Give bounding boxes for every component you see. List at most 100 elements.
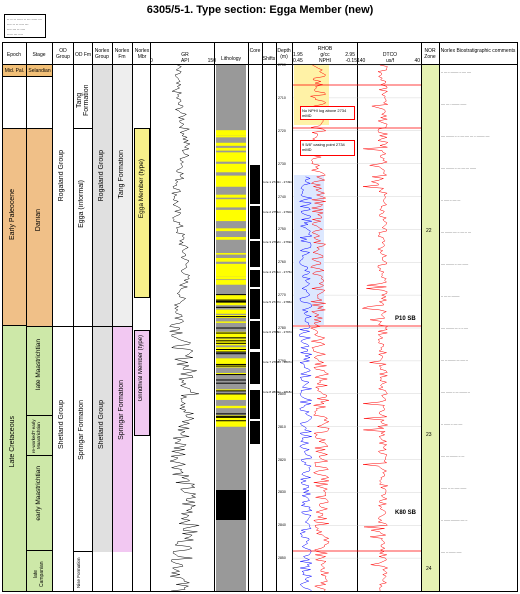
depth-label: 2780 (278, 326, 286, 330)
lithology-sand-bed (216, 281, 246, 283)
gr-curve (169, 64, 200, 592)
header-rhob-max: 2.95 (345, 52, 355, 58)
header-gr-max: 150 (207, 58, 216, 64)
lithology-dark-bed (216, 379, 246, 381)
lithology-sand-bed (216, 214, 246, 219)
lithology-sand-bed (216, 180, 246, 187)
core-interval (250, 206, 260, 239)
lithology-sand-bed (216, 264, 246, 270)
depth-label: 2750 (278, 227, 286, 232)
core-label: Core 4 2771m - 2776m (262, 270, 293, 274)
lithology-dark-bed (216, 415, 246, 417)
lithology-sand-bed (216, 216, 246, 222)
lithology-sand-bed (216, 415, 246, 421)
lithology-sand-bed (216, 424, 246, 427)
header-dtco-min: 140 (357, 58, 366, 64)
lithology-sand-bed (216, 301, 246, 306)
col-divider (52, 42, 53, 592)
lithology-dark-bed (216, 363, 246, 365)
lithology-dark-bed (216, 301, 246, 303)
lithology-sand-bed (216, 152, 246, 159)
boundary (74, 551, 92, 552)
lithology-sand-bed (216, 142, 246, 146)
stage-early-maastrichtian: early Maastrichtian (27, 456, 52, 551)
header-nphi-min: 0.45 (293, 58, 303, 64)
header-rhob: RHOB (317, 46, 333, 52)
col-divider (262, 42, 263, 592)
lithology-dark-bed (216, 382, 246, 384)
biostrat-comment: ---- --- - -------- ------ (441, 102, 467, 106)
header-rhob-unit: g/cc (320, 52, 330, 58)
core-interval (250, 321, 260, 349)
page-title: 6305/5-1. Type section: Egga Member (new… (146, 4, 374, 16)
core-label: Core 7 2799m - 2807m (262, 360, 293, 364)
lithology-dark-bed (216, 300, 246, 302)
biostrat-comment: ---- -------- -- --- ---- --- ------ (441, 166, 476, 170)
core-label: Core 2 2751m - 2760m (262, 210, 293, 214)
stage-selandian: Selandian (27, 65, 52, 77)
col-divider (276, 42, 277, 592)
header-norlex-mbr: Norlex Mbr (134, 48, 150, 60)
zone-22: 22 (426, 228, 432, 234)
boundary (74, 128, 92, 129)
depth-label: 2720 (278, 128, 286, 133)
lithology-sand-bed (216, 405, 246, 409)
nphi-note-text: No NPHI log above 2734 mMD (302, 108, 347, 118)
col-divider (132, 42, 133, 592)
lithology-sand-bed (216, 358, 246, 360)
col-divider (73, 42, 74, 592)
core-interval (250, 270, 260, 287)
lithology-sand-bed (216, 273, 246, 277)
biostrat-comment: -- ----- -- ---- --- (441, 198, 461, 202)
core-interval (250, 165, 260, 204)
header-od-group: OD Group (56, 48, 70, 60)
core-interval (250, 289, 260, 319)
header-depth: Depth (m) (277, 48, 291, 60)
lithology-dark-bed (216, 306, 246, 308)
lithology-sand-bed (216, 389, 246, 392)
legend-line: -- -- -- ----- -- --- ----- --- (7, 17, 42, 21)
biostrat-comment: -- --- -- -------- -- ---- ---- (441, 70, 471, 74)
header-divider (2, 64, 518, 65)
header-gr-unit: API (180, 58, 190, 64)
lithology-sand-bed (216, 175, 246, 181)
lithology-sand-bed (216, 135, 246, 138)
lithology-sand-bed (216, 419, 246, 425)
lithology-dark-bed (216, 294, 246, 296)
depth-label: 2770 (278, 293, 286, 298)
norlex-group-bar (93, 65, 112, 552)
epoch-late-cretaceous: Late Cretaceous (3, 326, 26, 591)
lithology-sand-bed (216, 276, 246, 280)
lithology-sand-bed (216, 257, 246, 262)
col-divider (150, 42, 151, 592)
biostrat-comment: ---- -------- -- ---- ------ (441, 262, 469, 266)
core-label: Core 6 2788m - 2797m (262, 330, 293, 334)
lithology-sand-bed (216, 201, 246, 208)
stage-danian: Danian (27, 128, 52, 326)
boundary (74, 326, 92, 327)
lithology-sand-bed (216, 331, 246, 334)
casing-note-text: 9 5/8" casing point 2734 mMD (302, 142, 345, 152)
lithology-sand-bed (216, 179, 246, 181)
epoch-mid-paleocene-label: Mid. Pal. (4, 68, 25, 74)
lithology-dark-bed (216, 342, 246, 344)
sb-k80: K80 SB (394, 510, 418, 516)
header-lithology: Lithology (220, 56, 241, 62)
core-interval (250, 352, 260, 384)
col-divider (357, 42, 358, 592)
lithology-sand-bed (216, 394, 246, 400)
depth-label: 2840 (278, 523, 286, 528)
lithology-sand-bed (216, 359, 246, 364)
lithology-dark-bed (216, 337, 246, 339)
depth-label: 2790 (278, 358, 286, 363)
header-nor-zone: NOR Zone (424, 48, 436, 60)
header-od-fm: OD Fm (74, 52, 92, 58)
lithology-dark-bed (216, 413, 246, 415)
lithology-dark-bed (216, 316, 246, 318)
lithology-sand-bed (216, 282, 246, 285)
lithology-dark-bed (216, 416, 246, 418)
lithology-dark-bed (216, 340, 246, 342)
nphi-note: No NPHI log above 2734 mMD (300, 106, 355, 120)
biostrat-comment: -- ------ -- ---- ---- (441, 422, 463, 426)
lithology-sand-bed (216, 130, 246, 136)
